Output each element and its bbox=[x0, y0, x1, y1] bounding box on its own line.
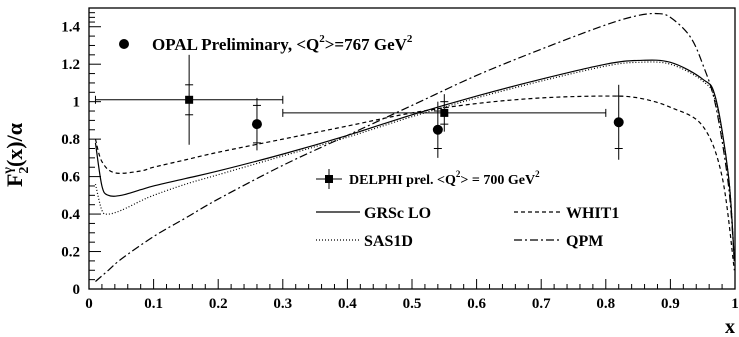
circle-marker bbox=[613, 117, 624, 128]
delphi-text-2: > = 700 GeV bbox=[460, 173, 535, 188]
y-tick-label: 1.2 bbox=[61, 57, 80, 73]
legend-whit1-label: WHIT1 bbox=[566, 205, 619, 222]
y-tick-label: 1.4 bbox=[61, 20, 80, 36]
legend-grsc-label: GRSc LO bbox=[364, 205, 431, 222]
x-tick-label: 0.3 bbox=[273, 296, 292, 312]
curve-qpm bbox=[95, 12, 735, 282]
delphi-sup-1: 2 bbox=[456, 169, 461, 179]
x-tick-label: 0.2 bbox=[209, 296, 228, 312]
delphi-sup-2: 2 bbox=[535, 169, 540, 179]
x-tick-label: 0.4 bbox=[338, 296, 357, 312]
delphi-text-1: DELPHI prel. <Q bbox=[349, 173, 456, 188]
opal-sup-2: 2 bbox=[407, 33, 413, 45]
x-tick-label: 1 bbox=[731, 296, 739, 312]
circle-marker bbox=[432, 124, 443, 135]
x-tick-label: 0 bbox=[85, 296, 93, 312]
data-points bbox=[94, 54, 624, 160]
x-tick-label: 0.9 bbox=[661, 296, 680, 312]
opal-annotation-text: OPAL Preliminary, <Q2>=767 GeV2 bbox=[152, 33, 413, 54]
legend-grsc-entry: GRSc LO bbox=[316, 205, 431, 222]
square-marker bbox=[185, 95, 194, 104]
opal-annotation-marker bbox=[119, 39, 129, 49]
delphi-data-point bbox=[94, 54, 284, 145]
y-label-tail: (x)/α bbox=[2, 122, 27, 167]
x-tick-label: 0.5 bbox=[403, 296, 422, 312]
model-curves bbox=[94, 12, 735, 282]
x-tick-label: 0.1 bbox=[144, 296, 163, 312]
opal-data-point bbox=[251, 97, 262, 151]
y-tick-label: 0.8 bbox=[61, 132, 80, 148]
x-tick-label: 0.7 bbox=[532, 296, 551, 312]
legend: DELPHI prel. <Q2> = 700 GeV2 GRSc LO WHI… bbox=[316, 169, 619, 250]
circle-marker bbox=[251, 119, 262, 130]
x-tick-label: 0.6 bbox=[467, 296, 486, 312]
opal-text-2: >=767 GeV bbox=[325, 35, 408, 54]
y-label-base: F bbox=[2, 174, 27, 187]
legend-whit1-entry: WHIT1 bbox=[514, 205, 619, 222]
legend-delphi-text: DELPHI prel. <Q2> = 700 GeV2 bbox=[349, 169, 540, 188]
opal-sup-1: 2 bbox=[319, 33, 325, 45]
y-tick-label: 1 bbox=[73, 95, 81, 111]
y-tick-label: 0.6 bbox=[61, 170, 80, 186]
y-tick-label: 0 bbox=[73, 282, 81, 298]
opal-text-1: OPAL Preliminary, <Q bbox=[152, 35, 319, 54]
axis-ticks: 0 0.1 0.2 0.3 0.4 0.5 0.6 0.7 0.8 0.9 1 0 0.2 0.4 0.6 0… bbox=[61, 12, 739, 312]
legend-sas1d-entry: SAS1D bbox=[316, 233, 413, 250]
opal-data-point bbox=[613, 84, 624, 160]
opal-annotation: OPAL Preliminary, <Q2>=767 GeV2 bbox=[119, 33, 413, 54]
legend-delphi-entry: DELPHI prel. <Q2> = 700 GeV2 bbox=[316, 169, 540, 189]
legend-qpm-label: QPM bbox=[566, 233, 603, 250]
curve-sas1d bbox=[94, 61, 735, 261]
delphi-data-point bbox=[282, 94, 607, 132]
legend-sas1d-label: SAS1D bbox=[364, 233, 413, 250]
y-tick-label: 0.4 bbox=[61, 207, 80, 223]
y-axis-label: F2γ(x)/α bbox=[1, 122, 32, 187]
y-label-sup: γ bbox=[1, 167, 16, 175]
x-tick-label: 0.8 bbox=[596, 296, 615, 312]
curve-whit1 bbox=[94, 95, 735, 271]
legend-qpm-entry: QPM bbox=[514, 233, 603, 250]
x-axis-label: x bbox=[725, 316, 735, 337]
legend-delphi-marker bbox=[325, 175, 333, 183]
y-label-sub: 2 bbox=[17, 167, 32, 174]
square-marker bbox=[440, 108, 449, 117]
y-tick-label: 0.2 bbox=[61, 245, 80, 261]
curve-grsc-lo bbox=[94, 59, 735, 261]
